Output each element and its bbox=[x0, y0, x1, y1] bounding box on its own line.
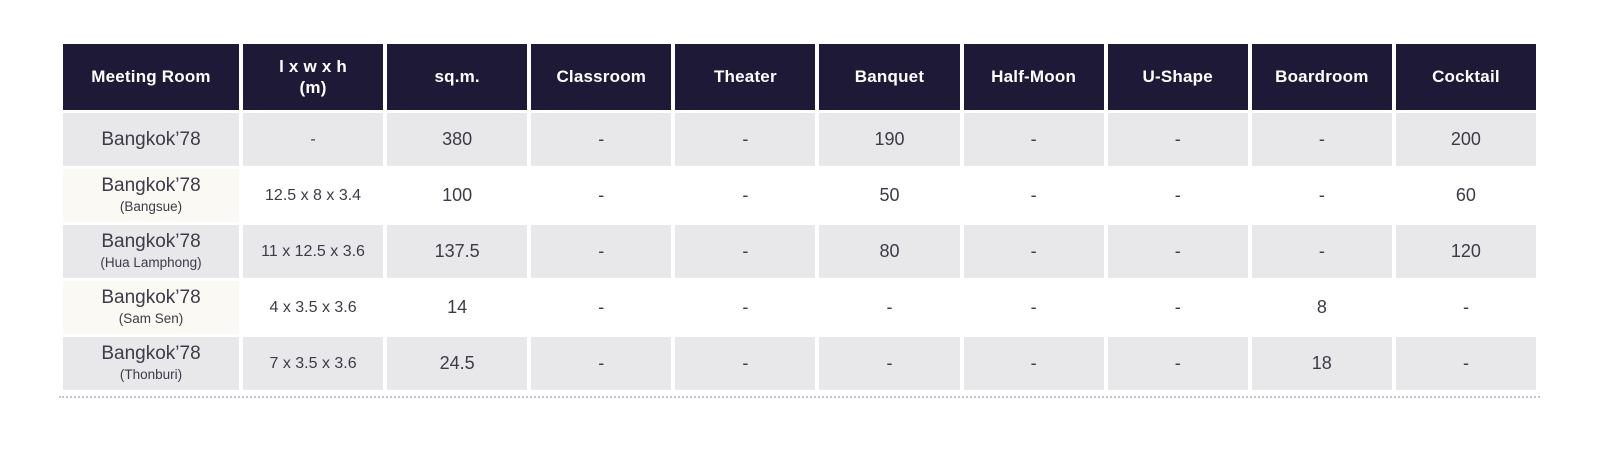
capacity-cell-cocktail: 120 bbox=[1395, 225, 1536, 278]
table-body: Bangkok’78-380- -190- - -200 Bangkok’78 (Bang… bbox=[63, 113, 1536, 390]
column-header-l-x-w-x-h-m: l x w x h (m) bbox=[243, 44, 384, 110]
capacity-cell-banquet: 80 bbox=[819, 225, 960, 278]
meeting-room-name-cell: Bangkok’78 (Hua Lamphong) bbox=[63, 225, 239, 278]
column-header-meeting-room: Meeting Room bbox=[63, 44, 239, 110]
room-sublabel: (Bangsue) bbox=[119, 199, 183, 215]
capacity-cell-classroom: - bbox=[531, 225, 672, 278]
capacity-cell-classroom: - bbox=[531, 113, 672, 166]
dimensions-cell: 11 x 12.5 x 3.6 bbox=[243, 225, 384, 278]
table-row: Bangkok’78 (Thonburi) 7 x 3.5 x 3.6 24.5- - -… bbox=[63, 337, 1536, 390]
capacity-cell-half-moon: - bbox=[963, 337, 1104, 390]
capacity-cell-boardroom: - bbox=[1251, 225, 1392, 278]
capacity-cell-banquet: - bbox=[819, 337, 960, 390]
capacity-cell-cocktail: - bbox=[1395, 337, 1536, 390]
capacity-cell-sq-m-: 100 bbox=[387, 169, 528, 222]
capacity-cell-half-moon: - bbox=[963, 225, 1104, 278]
capacity-cell-sq-m-: 380 bbox=[387, 113, 528, 166]
column-header-classroom: Classroom bbox=[531, 44, 672, 110]
capacity-cell-classroom: - bbox=[531, 337, 672, 390]
meeting-rooms-capacity-table: Meeting Room l x w x h (m) sq.m. Classroom T… bbox=[59, 41, 1540, 398]
capacity-cell-theater: - bbox=[675, 281, 816, 334]
capacity-cell-sq-m-: 24.5 bbox=[387, 337, 528, 390]
room-sublabel: (Sam Sen) bbox=[118, 311, 184, 327]
capacity-cell-theater: - bbox=[675, 169, 816, 222]
capacity-cell-u-shape: - bbox=[1107, 337, 1248, 390]
capacity-cell-u-shape: - bbox=[1107, 225, 1248, 278]
capacity-cell-u-shape: - bbox=[1107, 113, 1248, 166]
meeting-room-name-cell: Bangkok’78 (Sam Sen) bbox=[63, 281, 239, 334]
room-name: Bangkok’78 bbox=[101, 343, 201, 365]
dimensions-cell: 4 x 3.5 x 3.6 bbox=[243, 281, 384, 334]
column-header-u-shape: U-Shape bbox=[1107, 44, 1248, 110]
capacity-cell-theater: - bbox=[675, 113, 816, 166]
room-name: Bangkok’78 bbox=[101, 231, 201, 253]
dimensions-cell: - bbox=[243, 113, 384, 166]
capacity-cell-banquet: 50 bbox=[819, 169, 960, 222]
capacity-cell-boardroom: 18 bbox=[1251, 337, 1392, 390]
meeting-room-name-cell: Bangkok’78 bbox=[63, 113, 239, 166]
room-name: Bangkok’78 bbox=[101, 128, 201, 150]
capacity-table: Meeting Room l x w x h (m) sq.m. Classroom T… bbox=[59, 41, 1540, 393]
table-row: Bangkok’78 (Hua Lamphong) 11 x 12.5 x 3.6 1… bbox=[63, 225, 1536, 278]
capacity-cell-u-shape: - bbox=[1107, 169, 1248, 222]
room-name: Bangkok’78 bbox=[101, 175, 201, 197]
capacity-cell-sq-m-: 14 bbox=[387, 281, 528, 334]
column-header-banquet: Banquet bbox=[819, 44, 960, 110]
column-header-sq-m: sq.m. bbox=[387, 44, 528, 110]
column-header-cocktail: Cocktail bbox=[1395, 44, 1536, 110]
capacity-cell-u-shape: - bbox=[1107, 281, 1248, 334]
dimensions-cell: 12.5 x 8 x 3.4 bbox=[243, 169, 384, 222]
capacity-cell-theater: - bbox=[675, 337, 816, 390]
capacity-cell-half-moon: - bbox=[963, 169, 1104, 222]
table-bottom-dotted-divider bbox=[59, 396, 1540, 398]
dimensions-cell: 7 x 3.5 x 3.6 bbox=[243, 337, 384, 390]
table-row: Bangkok’78 (Bangsue) 12.5 x 8 x 3.4 100- -50… bbox=[63, 169, 1536, 222]
header-row: Meeting Room l x w x h (m) sq.m. Classroom T… bbox=[63, 44, 1536, 110]
meeting-room-name-cell: Bangkok’78 (Bangsue) bbox=[63, 169, 239, 222]
capacity-cell-cocktail: 60 bbox=[1395, 169, 1536, 222]
capacity-cell-banquet: 190 bbox=[819, 113, 960, 166]
column-header-theater: Theater bbox=[675, 44, 816, 110]
capacity-cell-boardroom: 8 bbox=[1251, 281, 1392, 334]
meeting-room-name-cell: Bangkok’78 (Thonburi) bbox=[63, 337, 239, 390]
room-name: Bangkok’78 bbox=[101, 287, 201, 309]
column-header-boardroom: Boardroom bbox=[1251, 44, 1392, 110]
capacity-cell-classroom: - bbox=[531, 169, 672, 222]
room-sublabel: (Hua Lamphong) bbox=[100, 255, 202, 271]
capacity-cell-banquet: - bbox=[819, 281, 960, 334]
capacity-cell-theater: - bbox=[675, 225, 816, 278]
capacity-cell-classroom: - bbox=[531, 281, 672, 334]
capacity-cell-cocktail: - bbox=[1395, 281, 1536, 334]
capacity-cell-cocktail: 200 bbox=[1395, 113, 1536, 166]
room-sublabel: (Thonburi) bbox=[119, 367, 183, 383]
capacity-cell-sq-m-: 137.5 bbox=[387, 225, 528, 278]
capacity-cell-boardroom: - bbox=[1251, 113, 1392, 166]
table-row: Bangkok’78 (Sam Sen) 4 x 3.5 x 3.6 14- - - - -8… bbox=[63, 281, 1536, 334]
capacity-cell-boardroom: - bbox=[1251, 169, 1392, 222]
table-row: Bangkok’78-380- -190- - -200 bbox=[63, 113, 1536, 166]
capacity-cell-half-moon: - bbox=[963, 113, 1104, 166]
capacity-cell-half-moon: - bbox=[963, 281, 1104, 334]
table-header: Meeting Room l x w x h (m) sq.m. Classroom T… bbox=[63, 44, 1536, 110]
column-header-half-moon: Half-Moon bbox=[963, 44, 1104, 110]
